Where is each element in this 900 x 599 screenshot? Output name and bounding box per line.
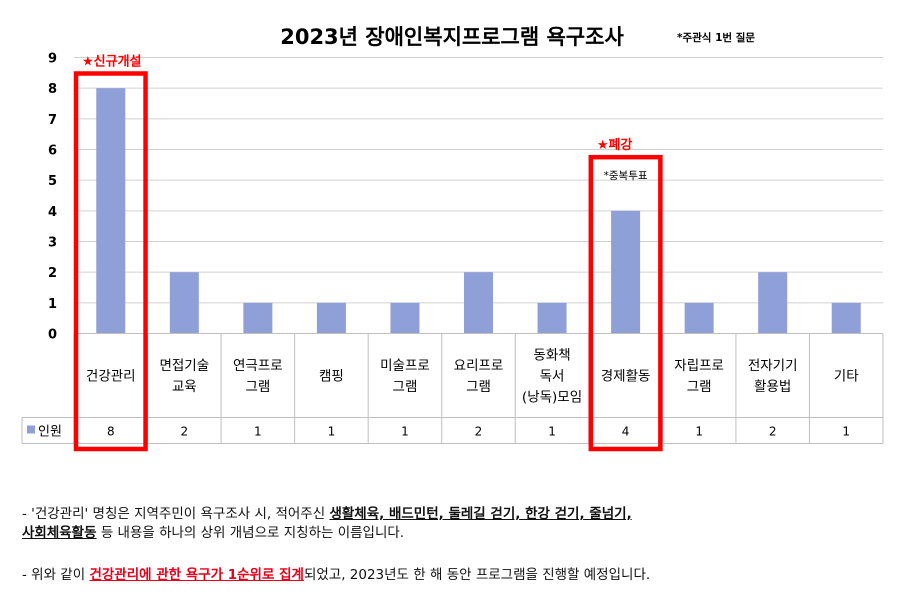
x-tick-label: 건강관리 bbox=[86, 369, 136, 385]
note-text-segment: 등 내용을 하나의 상위 개념으로 지칭하는 이름입니다. bbox=[96, 525, 405, 541]
note-text-segment: 되었고, 2023년도 한 해 동안 프로그램을 진행할 예정입니다. bbox=[303, 567, 651, 583]
y-tick-label: 1 bbox=[48, 297, 57, 312]
y-tick-label: 0 bbox=[48, 328, 57, 343]
bar bbox=[611, 210, 641, 334]
note-line-2: 사회체육활동 등 내용을 하나의 상위 개념으로 지칭하는 이름입니다. bbox=[22, 524, 404, 543]
data-label: 1 bbox=[254, 425, 262, 439]
x-tick-label: 교육 bbox=[172, 379, 197, 395]
bar bbox=[390, 302, 420, 334]
x-tick-label: (낭독)모임 bbox=[522, 390, 582, 406]
y-tick-label: 5 bbox=[48, 174, 57, 189]
bar bbox=[243, 302, 273, 334]
note-text-segment: - 위와 같이 bbox=[22, 567, 90, 583]
y-tick-label: 3 bbox=[48, 236, 57, 251]
x-tick-label: 독서 bbox=[540, 369, 565, 385]
bar bbox=[316, 302, 346, 334]
bar bbox=[758, 272, 788, 334]
data-label: 8 bbox=[107, 425, 115, 439]
data-label: 2 bbox=[475, 425, 483, 439]
note-line-1: - '건강관리' 명칭은 지역주민이 욕구조사 시, 적어주신 생활체육, 배드… bbox=[22, 505, 632, 524]
data-label: 1 bbox=[695, 425, 703, 439]
highlight-box bbox=[588, 154, 663, 452]
data-label: 1 bbox=[328, 425, 336, 439]
chart-title: 2023년 장애인복지프로그램 욕구조사 bbox=[280, 25, 624, 49]
y-tick-label: 7 bbox=[48, 113, 57, 128]
data-label: 1 bbox=[548, 425, 556, 439]
chart-subtitle: *주관식 1번 질문 bbox=[677, 31, 755, 44]
data-label: 1 bbox=[842, 425, 850, 439]
x-tick-label: 미술프로 bbox=[380, 358, 430, 374]
survey-bar-chart: 2023년 장애인복지프로그램 욕구조사 *주관식 1번 질문 0 1 2 3 4 5 6 7 8 9… bbox=[21, 25, 884, 452]
bar bbox=[537, 302, 567, 334]
data-label: 1 bbox=[401, 425, 409, 439]
legend-swatch bbox=[27, 425, 35, 434]
bar bbox=[96, 88, 126, 334]
highlight-box bbox=[73, 71, 148, 452]
x-tick-label: 요리프로 bbox=[454, 358, 504, 374]
x-tick-label: 동화책 bbox=[533, 348, 570, 364]
x-tick-label: 경제활동 bbox=[601, 369, 651, 385]
x-tick-label: 면접기술 bbox=[159, 358, 209, 374]
y-tick-label: 6 bbox=[48, 144, 57, 159]
x-tick-label: 그램 bbox=[245, 379, 270, 395]
annotation-note: *중복투표 bbox=[604, 170, 648, 182]
x-tick-label: 그램 bbox=[393, 379, 418, 395]
note-line-3: - 위와 같이 건강관리에 관한 욕구가 1순위로 집계되었고, 2023년도 … bbox=[22, 566, 650, 585]
annotation-label: ★신규개설 bbox=[82, 55, 142, 70]
y-tick-label: 2 bbox=[48, 266, 57, 281]
legend-label: 인원 bbox=[38, 425, 62, 440]
bar bbox=[684, 302, 714, 334]
bar bbox=[464, 272, 493, 334]
x-tick-label: 기타 bbox=[834, 369, 859, 385]
data-label: 4 bbox=[622, 425, 630, 439]
annotation-label: ★폐강 bbox=[597, 137, 633, 153]
x-tick-label: 연극프로 bbox=[233, 358, 283, 374]
note-text-segment: 건강관리에 관한 욕구가 1순위로 집계 bbox=[89, 567, 304, 583]
y-tick-label: 8 bbox=[48, 82, 57, 97]
data-label: 2 bbox=[769, 425, 777, 439]
y-tick-label: 4 bbox=[48, 205, 57, 220]
note-text-segment: - '건강관리' 명칭은 지역주민이 욕구조사 시, 적어주신 bbox=[22, 506, 330, 522]
note-text-segment: 생활체육, 배드민턴, 둘레길 걷기, 한강 걷기, 줄넘기, bbox=[329, 506, 632, 522]
x-tick-label: 그램 bbox=[687, 379, 712, 395]
note-text-segment: 사회체육활동 bbox=[22, 525, 97, 541]
bar bbox=[169, 272, 199, 334]
x-tick-label: 그램 bbox=[466, 379, 491, 395]
bar bbox=[831, 302, 861, 334]
x-tick-label: 전자기기 bbox=[748, 358, 798, 374]
x-tick-label: 캠핑 bbox=[319, 369, 344, 385]
x-tick-label: 활용법 bbox=[754, 379, 791, 395]
x-tick-label: 자립프로 bbox=[674, 358, 724, 374]
data-label: 2 bbox=[180, 425, 188, 439]
y-tick-label: 9 bbox=[48, 52, 57, 67]
